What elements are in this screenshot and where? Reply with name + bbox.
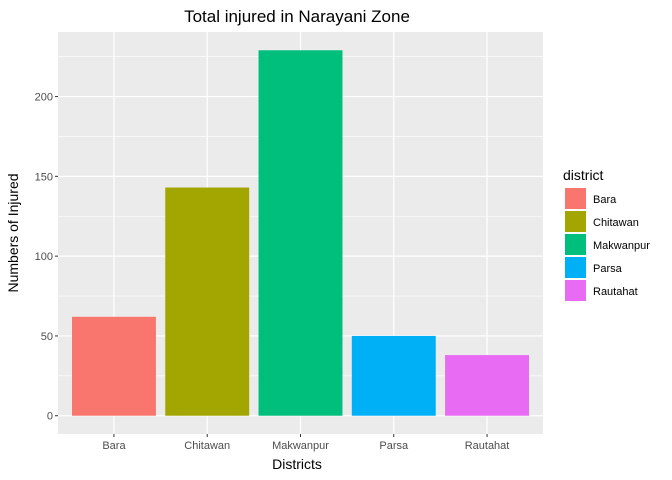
legend-key-rautahat xyxy=(565,280,586,301)
bar-bara xyxy=(71,316,156,416)
y-tick-label: 200 xyxy=(35,92,53,104)
legend-title: district xyxy=(563,167,604,183)
x-axis: Bara Chitawan Makwanpur Parsa Rautahat xyxy=(102,434,509,452)
x-tick-label: Bara xyxy=(102,440,126,452)
x-tick-label: Chitawan xyxy=(184,440,230,452)
bar-chitawan xyxy=(165,187,250,416)
x-tick-label: Makwanpur xyxy=(272,440,329,452)
legend-label: Makwanpur xyxy=(593,240,650,252)
y-tick-label: 150 xyxy=(35,171,53,183)
x-axis-title: Districts xyxy=(272,456,322,472)
legend-key-parsa xyxy=(565,257,586,278)
x-tick-label: Parsa xyxy=(379,440,409,452)
x-tick-label: Rautahat xyxy=(465,440,510,452)
y-tick-label: 100 xyxy=(35,251,53,263)
legend-label: Rautahat xyxy=(593,286,638,298)
y-tick-label: 50 xyxy=(41,331,53,343)
bar-makwanpur xyxy=(258,50,343,416)
bars xyxy=(71,50,530,416)
y-axis: 0 50 100 150 200 xyxy=(35,92,58,423)
legend-label: Chitawan xyxy=(593,217,639,229)
y-tick-label: 0 xyxy=(47,411,53,423)
legend-key-makwanpur xyxy=(565,234,586,255)
legend-key-bara xyxy=(565,188,586,209)
chart-title: Total injured in Narayani Zone xyxy=(184,7,410,26)
bar-parsa xyxy=(351,335,436,416)
y-axis-title: Numbers of Injured xyxy=(5,173,21,292)
bar-rautahat xyxy=(445,355,530,416)
legend-key-chitawan xyxy=(565,211,586,232)
legend-label: Bara xyxy=(593,194,617,206)
legend: district Bara Chitawan Makwanpur Parsa Rauta… xyxy=(563,167,650,301)
legend-label: Parsa xyxy=(593,263,623,275)
